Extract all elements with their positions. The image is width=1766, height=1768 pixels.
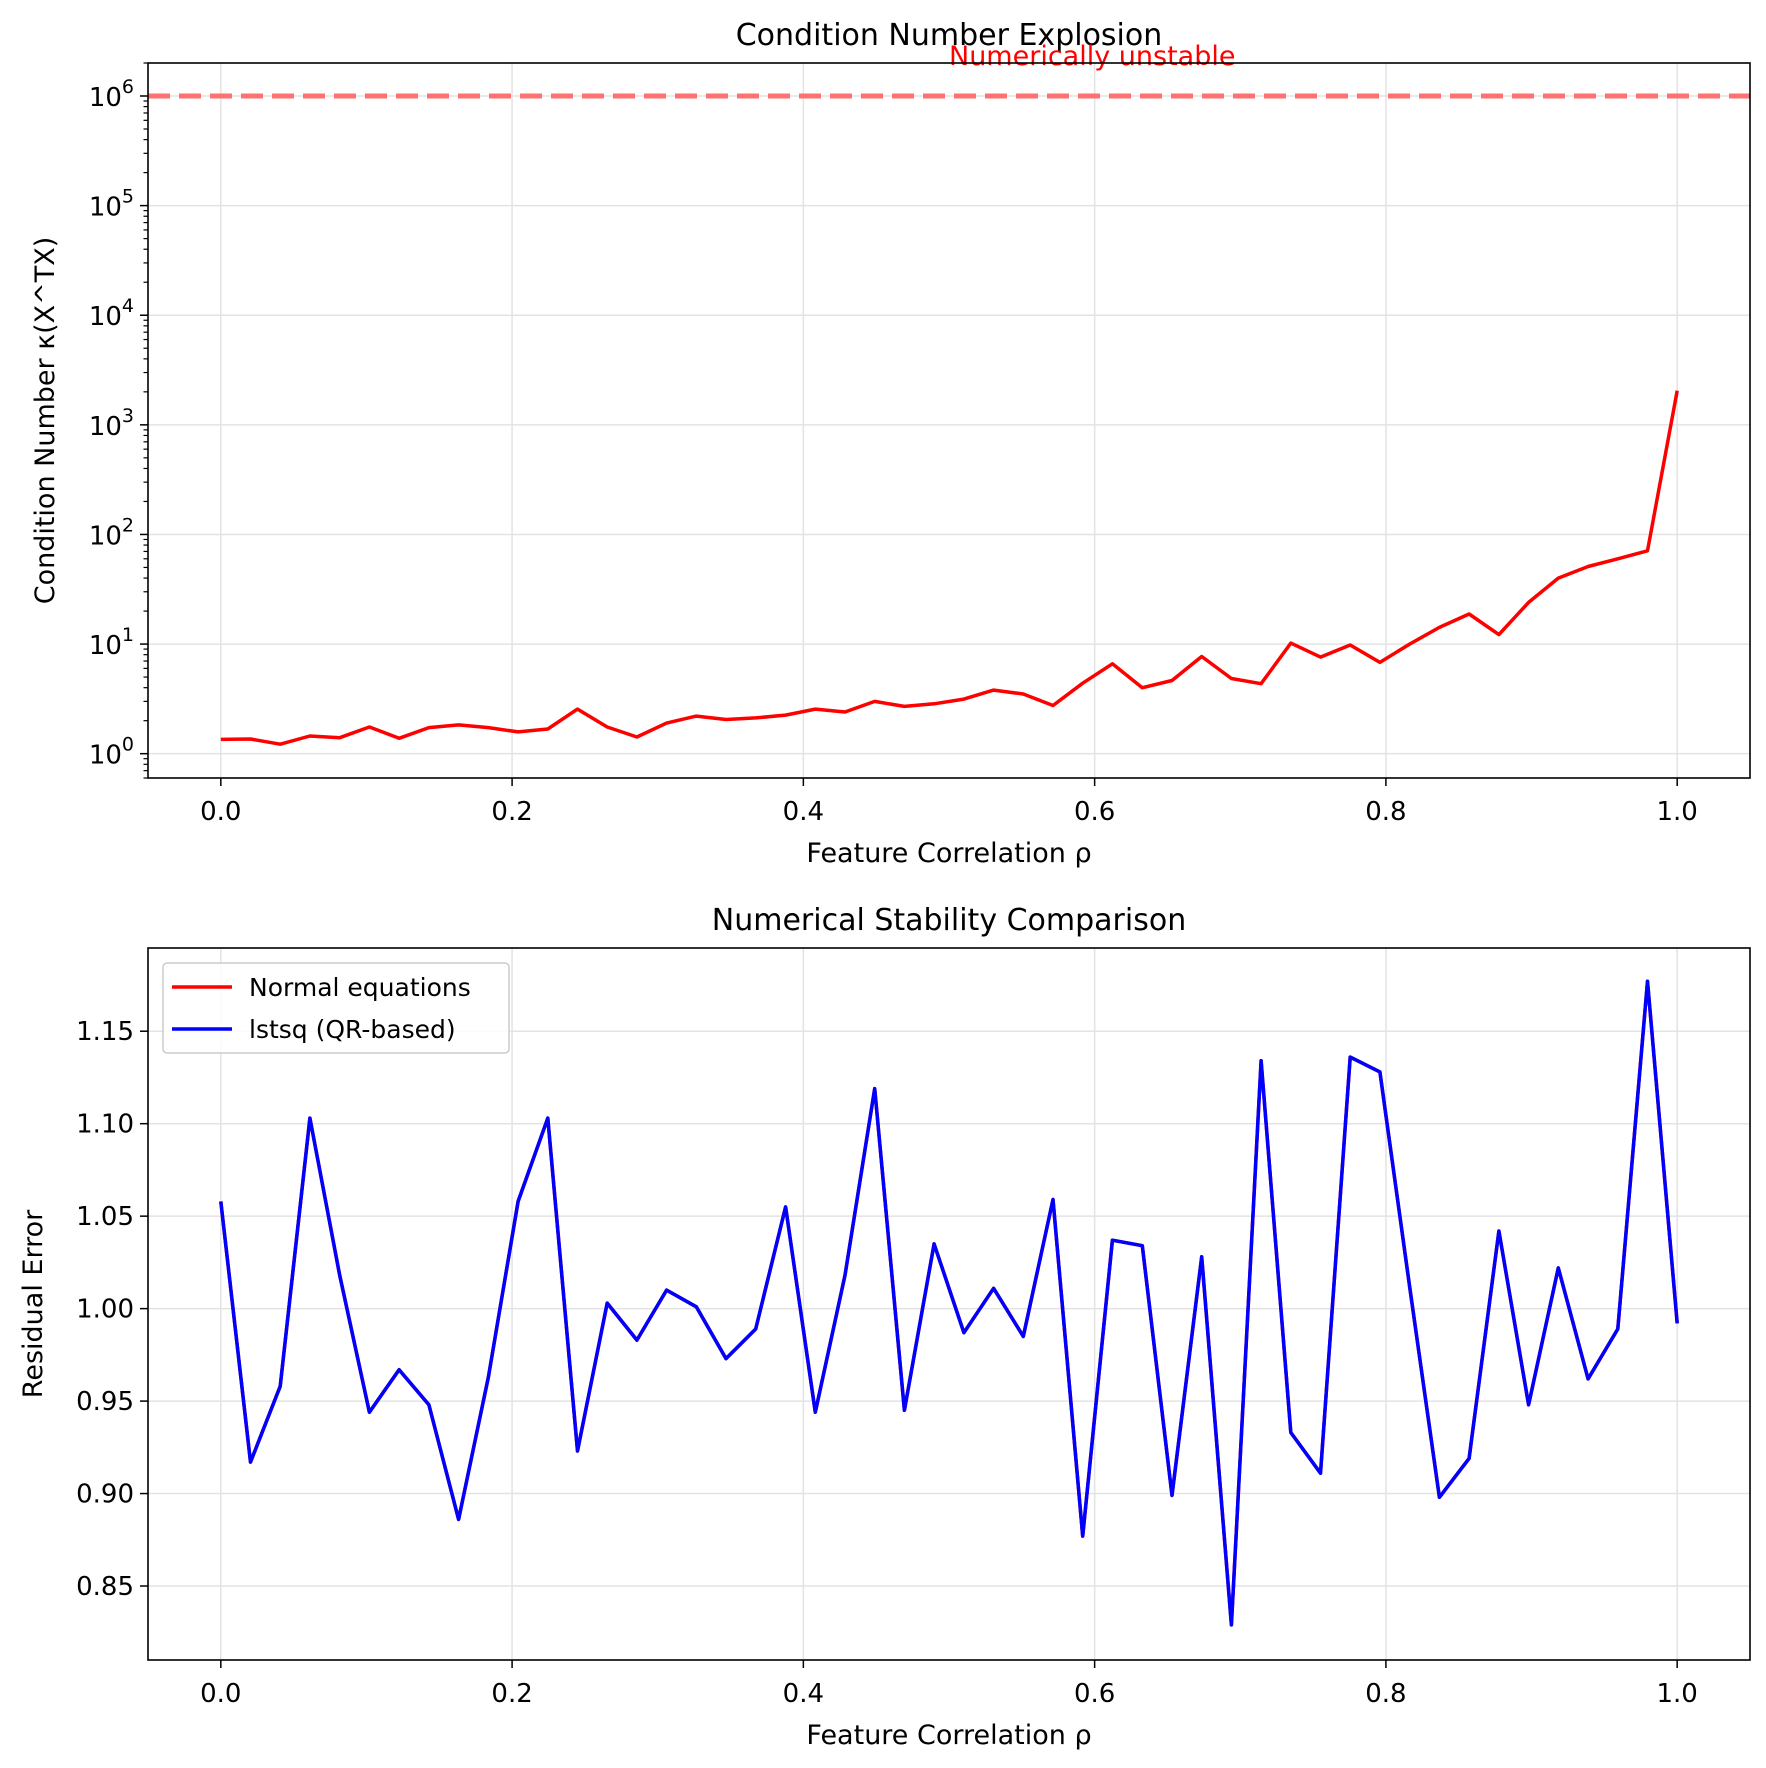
y-tick-label: 105 bbox=[89, 186, 134, 223]
y-tick-label: 0.90 bbox=[76, 1480, 134, 1510]
y-axis-label: Condition Number κ(X^TX) bbox=[30, 237, 61, 605]
x-tick-label: 0.0 bbox=[200, 1679, 241, 1709]
x-axis-ticks: 0.0 0.2 0.4 0.6 0.8 1.0 bbox=[200, 1660, 1698, 1709]
x-tick-label: 0.6 bbox=[1074, 1679, 1115, 1709]
y-tick-label: 1.05 bbox=[76, 1202, 134, 1232]
y-tick-exponent: 4 bbox=[122, 295, 134, 317]
x-tick-label: 0.4 bbox=[783, 797, 824, 827]
y-axis-ticks: 0.85 0.90 0.95 1.00 1.05 1.10 1.15 bbox=[76, 1017, 148, 1602]
y-tick-base: 10 bbox=[89, 193, 122, 223]
x-axis-ticks: 0.0 0.2 0.4 0.6 0.8 1.0 bbox=[200, 778, 1698, 827]
series-group bbox=[219, 979, 1679, 1627]
plot-frame bbox=[147, 62, 1751, 779]
y-tick-base: 10 bbox=[89, 412, 122, 442]
grid bbox=[148, 63, 1750, 778]
y-tick-base: 10 bbox=[89, 631, 122, 661]
y-tick-exponent: 2 bbox=[122, 514, 134, 536]
x-tick-label: 1.0 bbox=[1657, 797, 1698, 827]
y-tick-exponent: 1 bbox=[122, 624, 134, 646]
y-tick-label: 1.15 bbox=[76, 1017, 134, 1047]
y-tick-exponent: 6 bbox=[122, 76, 134, 98]
normal-equations-line bbox=[219, 979, 1679, 1627]
y-tick-base: 10 bbox=[89, 302, 122, 332]
legend-entry-normal-equations: Normal equations bbox=[249, 973, 471, 1002]
condition-number-line bbox=[220, 390, 1679, 746]
y-tick-label: 101 bbox=[89, 624, 134, 661]
legend-entry-lstsq: lstsq (QR-based) bbox=[249, 1015, 456, 1044]
y-tick-label: 100 bbox=[89, 734, 134, 771]
y-tick-exponent: 5 bbox=[122, 186, 134, 208]
x-tick-label: 0.0 bbox=[200, 797, 241, 827]
y-tick-base: 10 bbox=[89, 83, 122, 113]
plot-frame bbox=[147, 947, 1751, 1661]
legend: Normal equations lstsq (QR-based) bbox=[162, 962, 510, 1054]
y-tick-label: 1.10 bbox=[76, 1110, 134, 1140]
stability-comparison-chart: Numerical Stability Comparison 0.0 0.2 0.4… bbox=[18, 903, 1751, 1751]
x-tick-label: 0.6 bbox=[1074, 797, 1115, 827]
y-tick-base: 10 bbox=[89, 741, 122, 771]
y-tick-label: 0.95 bbox=[76, 1387, 134, 1417]
x-axis-label: Feature Correlation ρ bbox=[806, 1720, 1091, 1751]
y-tick-label: 102 bbox=[89, 514, 134, 551]
x-tick-label: 1.0 bbox=[1657, 1679, 1698, 1709]
y-axis-label: Residual Error bbox=[18, 1209, 49, 1398]
x-tick-label: 0.2 bbox=[491, 1679, 532, 1709]
lstsq-line bbox=[219, 979, 1679, 1627]
y-tick-exponent: 3 bbox=[122, 405, 134, 427]
y-tick-base: 10 bbox=[89, 521, 122, 551]
y-tick-label: 103 bbox=[89, 405, 134, 442]
y-tick-label: 106 bbox=[89, 76, 134, 113]
legend-box bbox=[162, 962, 510, 1054]
series-group bbox=[220, 390, 1679, 746]
x-tick-label: 0.4 bbox=[783, 1679, 824, 1709]
chart-title: Condition Number Explosion bbox=[736, 18, 1163, 53]
condition-number-chart: Condition Number Explosion Numerically u… bbox=[30, 18, 1751, 869]
y-tick-exponent: 0 bbox=[122, 734, 134, 756]
x-axis-label: Feature Correlation ρ bbox=[806, 838, 1091, 869]
y-tick-label: 1.00 bbox=[76, 1295, 134, 1325]
chart-title: Numerical Stability Comparison bbox=[712, 903, 1186, 938]
y-tick-label: 104 bbox=[89, 295, 134, 332]
annotation-numerically-unstable: Numerically unstable bbox=[949, 41, 1235, 72]
x-tick-label: 0.2 bbox=[491, 797, 532, 827]
x-tick-label: 0.8 bbox=[1365, 1679, 1406, 1709]
y-tick-label: 0.85 bbox=[76, 1572, 134, 1602]
x-tick-label: 0.8 bbox=[1365, 797, 1406, 827]
